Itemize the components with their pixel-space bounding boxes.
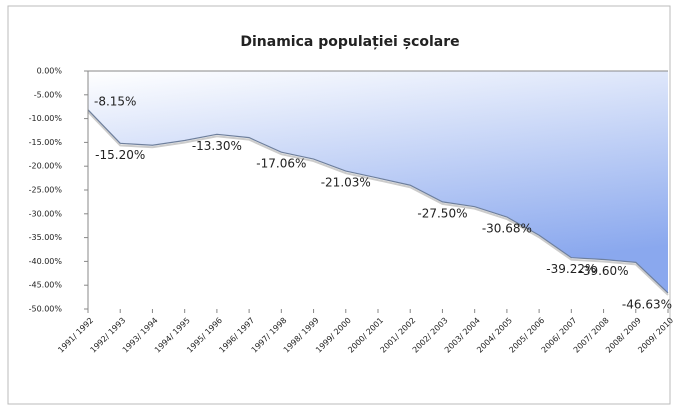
y-tick-label: -15.00% — [29, 138, 63, 147]
data-label: -13.30% — [192, 139, 242, 153]
y-tick-label: -20.00% — [29, 162, 63, 171]
data-label: -30.68% — [482, 222, 532, 236]
y-tick-label: -50.00% — [29, 305, 63, 314]
data-label: -21.03% — [321, 176, 371, 190]
y-tick-label: -35.00% — [29, 233, 63, 242]
y-tick-label: -40.00% — [29, 257, 63, 266]
y-tick-label: -10.00% — [29, 114, 63, 123]
data-label: -8.15% — [94, 94, 136, 108]
area — [88, 71, 668, 293]
y-tick-label: -5.00% — [34, 90, 63, 99]
data-label: -39.60% — [579, 264, 629, 278]
data-label: -39.22% — [546, 262, 596, 276]
area-edge — [87, 109, 669, 294]
data-label: -27.50% — [417, 206, 467, 220]
y-tick-label: -25.00% — [29, 186, 63, 195]
data-label: -46.63% — [622, 297, 672, 311]
data-label: -17.06% — [256, 157, 306, 171]
chart-title: Dinamica populației școlare — [240, 34, 459, 50]
data-label: -15.20% — [95, 148, 145, 162]
y-tick-label: -30.00% — [29, 209, 63, 218]
y-tick-label: -45.00% — [29, 281, 63, 290]
y-tick-label: 0.00% — [37, 67, 63, 76]
area-shadow — [87, 111, 669, 296]
